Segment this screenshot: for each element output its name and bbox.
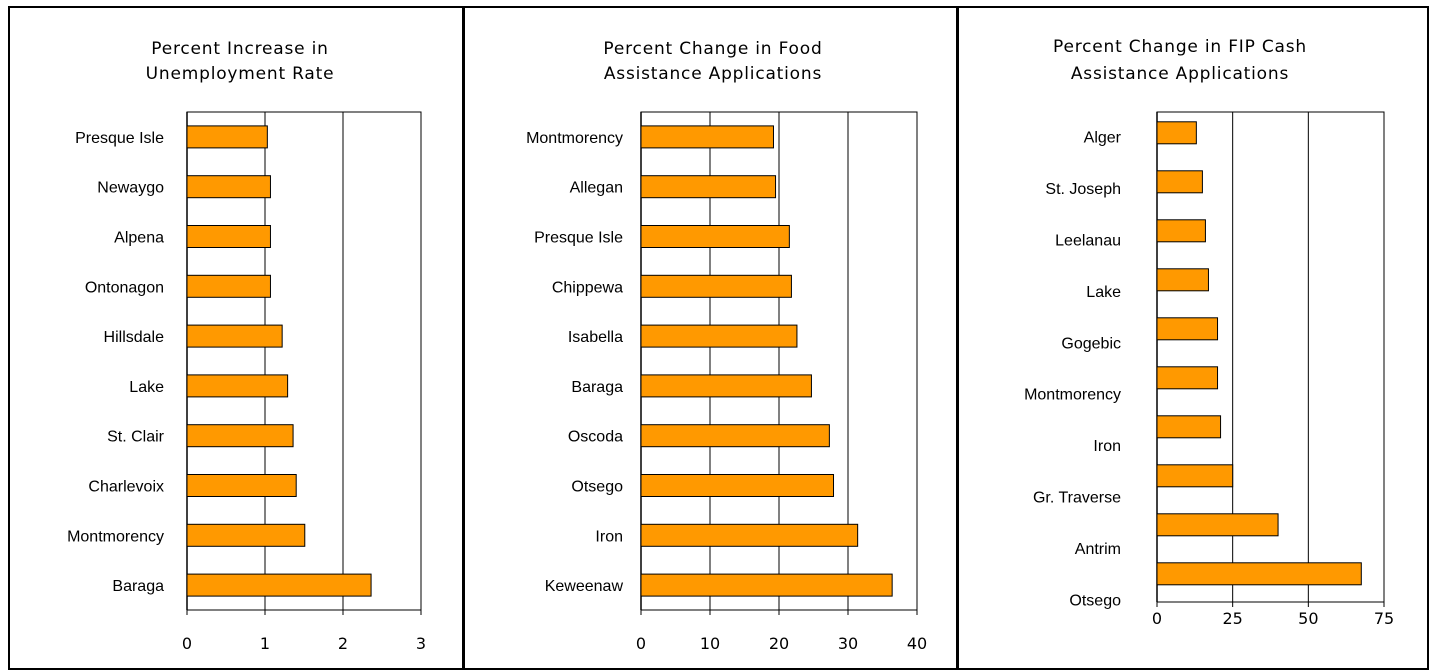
chart-1-category-label: Lake xyxy=(129,379,164,396)
chart-3-category-label: Otsego xyxy=(1069,593,1121,610)
chart-1-bar xyxy=(186,175,271,199)
chart-2-bar xyxy=(640,324,798,348)
chart-2-category-label: Iron xyxy=(595,528,623,545)
chart-3-title-line: Assistance Applications xyxy=(1071,64,1289,84)
chart-2-x-tick-label: 30 xyxy=(838,634,858,653)
chart-2-category-label: Isabella xyxy=(568,329,623,346)
chart-1-category-label: Ontonagon xyxy=(85,279,164,296)
chart-3-title-line: Percent Change in FIP Cash xyxy=(1053,37,1307,57)
chart-1-x-tick-label: 3 xyxy=(416,634,426,653)
chart-1: Percent Increase in Unemployment Rate 0 1 2 3… xyxy=(67,39,426,653)
chart-3-x-tick-label: 25 xyxy=(1222,609,1242,628)
chart-1-category-label: Montmorency xyxy=(67,528,164,545)
chart-3-x-tick-label: 0 xyxy=(1152,609,1162,628)
chart-3-category-label: Antrim xyxy=(1075,541,1121,558)
chart-1-bar xyxy=(186,573,372,597)
chart-3-category-label: Gogebic xyxy=(1061,335,1121,352)
chart-3-category-label: Gr. Traverse xyxy=(1033,490,1121,507)
chart-1-category-label: Alpena xyxy=(114,230,164,247)
chart-2-category-label: Allegan xyxy=(570,180,623,197)
chart-1-category-label: Charlevoix xyxy=(88,479,164,496)
chart-2-bar xyxy=(640,573,893,597)
chart-2-bar xyxy=(640,175,777,199)
chart-2-category-label: Keweenaw xyxy=(545,578,624,595)
chart-2-x-tick-label: 10 xyxy=(700,634,720,653)
chart-3-bar xyxy=(1156,415,1222,439)
chart-1-category-label: Presque Isle xyxy=(75,130,164,147)
chart-1-bar xyxy=(186,523,306,547)
chart-2-bar xyxy=(640,225,790,248)
chart-3: Percent Change in FIP Cash Assistance App… xyxy=(1024,37,1394,628)
chart-2-category-label: Baraga xyxy=(571,379,623,396)
chart-2-bar xyxy=(640,374,812,398)
chart-1-x-tick-label: 1 xyxy=(260,634,270,653)
chart-3-category-label: St. Joseph xyxy=(1045,181,1121,198)
chart-1-category-label: Hillsdale xyxy=(104,329,165,346)
chart-1-category-label: Baraga xyxy=(112,578,164,595)
chart-1-bar xyxy=(186,125,268,149)
chart-2-bar xyxy=(640,125,774,149)
chart-1-bar xyxy=(186,474,297,497)
chart-3-bar xyxy=(1156,268,1209,292)
chart-3-category-label: Montmorency xyxy=(1024,387,1121,404)
chart-3-bar xyxy=(1156,464,1234,488)
chart-2: Percent Change in Food Assistance Applica… xyxy=(526,39,927,653)
chart-3-bar xyxy=(1156,170,1203,194)
chart-3-bar xyxy=(1156,513,1279,537)
chart-3-category-label: Leelanau xyxy=(1055,232,1121,249)
chart-1-title-line: Unemployment Rate xyxy=(146,64,335,84)
chart-3-x-tick-label: 75 xyxy=(1374,609,1394,628)
chart-3-category-label: Alger xyxy=(1084,130,1122,147)
chart-1-bar xyxy=(186,225,271,248)
chart-1-category-label: St. Clair xyxy=(107,429,165,446)
chart-1-bar xyxy=(186,274,271,298)
chart-3-category-label: Iron xyxy=(1093,438,1121,455)
chart-2-x-tick-label: 40 xyxy=(907,634,927,653)
chart-2-bar xyxy=(640,424,830,448)
chart-3-bar xyxy=(1156,219,1206,243)
chart-1-x-tick-label: 2 xyxy=(338,634,348,653)
chart-2-title-line: Percent Change in Food xyxy=(603,39,822,59)
chart-3-x-tick-label: 50 xyxy=(1298,609,1318,628)
chart-2-x-tick-label: 20 xyxy=(769,634,789,653)
chart-1-title-line: Percent Increase in xyxy=(151,39,328,59)
chart-3-bar xyxy=(1156,317,1219,341)
chart-2-category-label: Montmorency xyxy=(526,130,623,147)
chart-2-bar xyxy=(640,274,792,298)
panel-frame-3 xyxy=(957,6,1429,670)
chart-2-x-tick-label: 0 xyxy=(636,634,646,653)
chart-1-bar xyxy=(186,374,289,398)
chart-3-bar xyxy=(1156,366,1219,390)
chart-2-category-label: Chippewa xyxy=(552,279,623,296)
chart-1-category-label: Newaygo xyxy=(97,180,164,197)
chart-1-x-tick-label: 0 xyxy=(182,634,192,653)
chart-2-category-label: Otsego xyxy=(571,479,623,496)
chart-2-bar xyxy=(640,523,859,547)
chart-3-category-label: Lake xyxy=(1086,284,1121,301)
chart-1-bar xyxy=(186,324,283,348)
chart-3-bar xyxy=(1156,121,1197,145)
chart-2-category-label: Oscoda xyxy=(568,429,623,446)
chart-2-title-line: Assistance Applications xyxy=(604,64,822,84)
chart-3-bar xyxy=(1156,562,1362,586)
chart-2-bar xyxy=(640,474,835,497)
chart-2-category-label: Presque Isle xyxy=(534,230,623,247)
chart-1-bar xyxy=(186,424,294,448)
